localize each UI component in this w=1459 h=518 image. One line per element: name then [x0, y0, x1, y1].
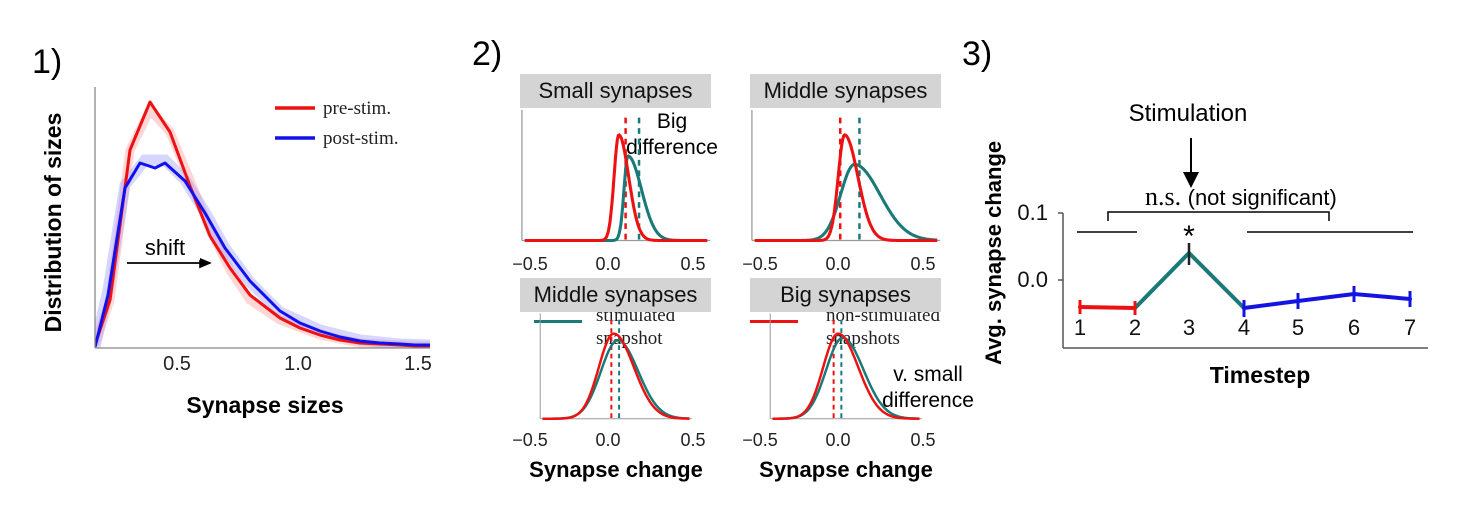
svg-text:0.0: 0.0: [1017, 267, 1048, 292]
svg-text:0.1: 0.1: [1017, 200, 1048, 225]
svg-text:6: 6: [1348, 315, 1360, 340]
svg-text:2: 2: [1129, 315, 1141, 340]
svg-text:1: 1: [1074, 315, 1086, 340]
svg-text:4: 4: [1238, 315, 1250, 340]
svg-text:3: 3: [1183, 315, 1195, 340]
svg-text:5: 5: [1292, 315, 1304, 340]
svg-text:7: 7: [1404, 315, 1416, 340]
svg-text:*: *: [1183, 220, 1195, 253]
